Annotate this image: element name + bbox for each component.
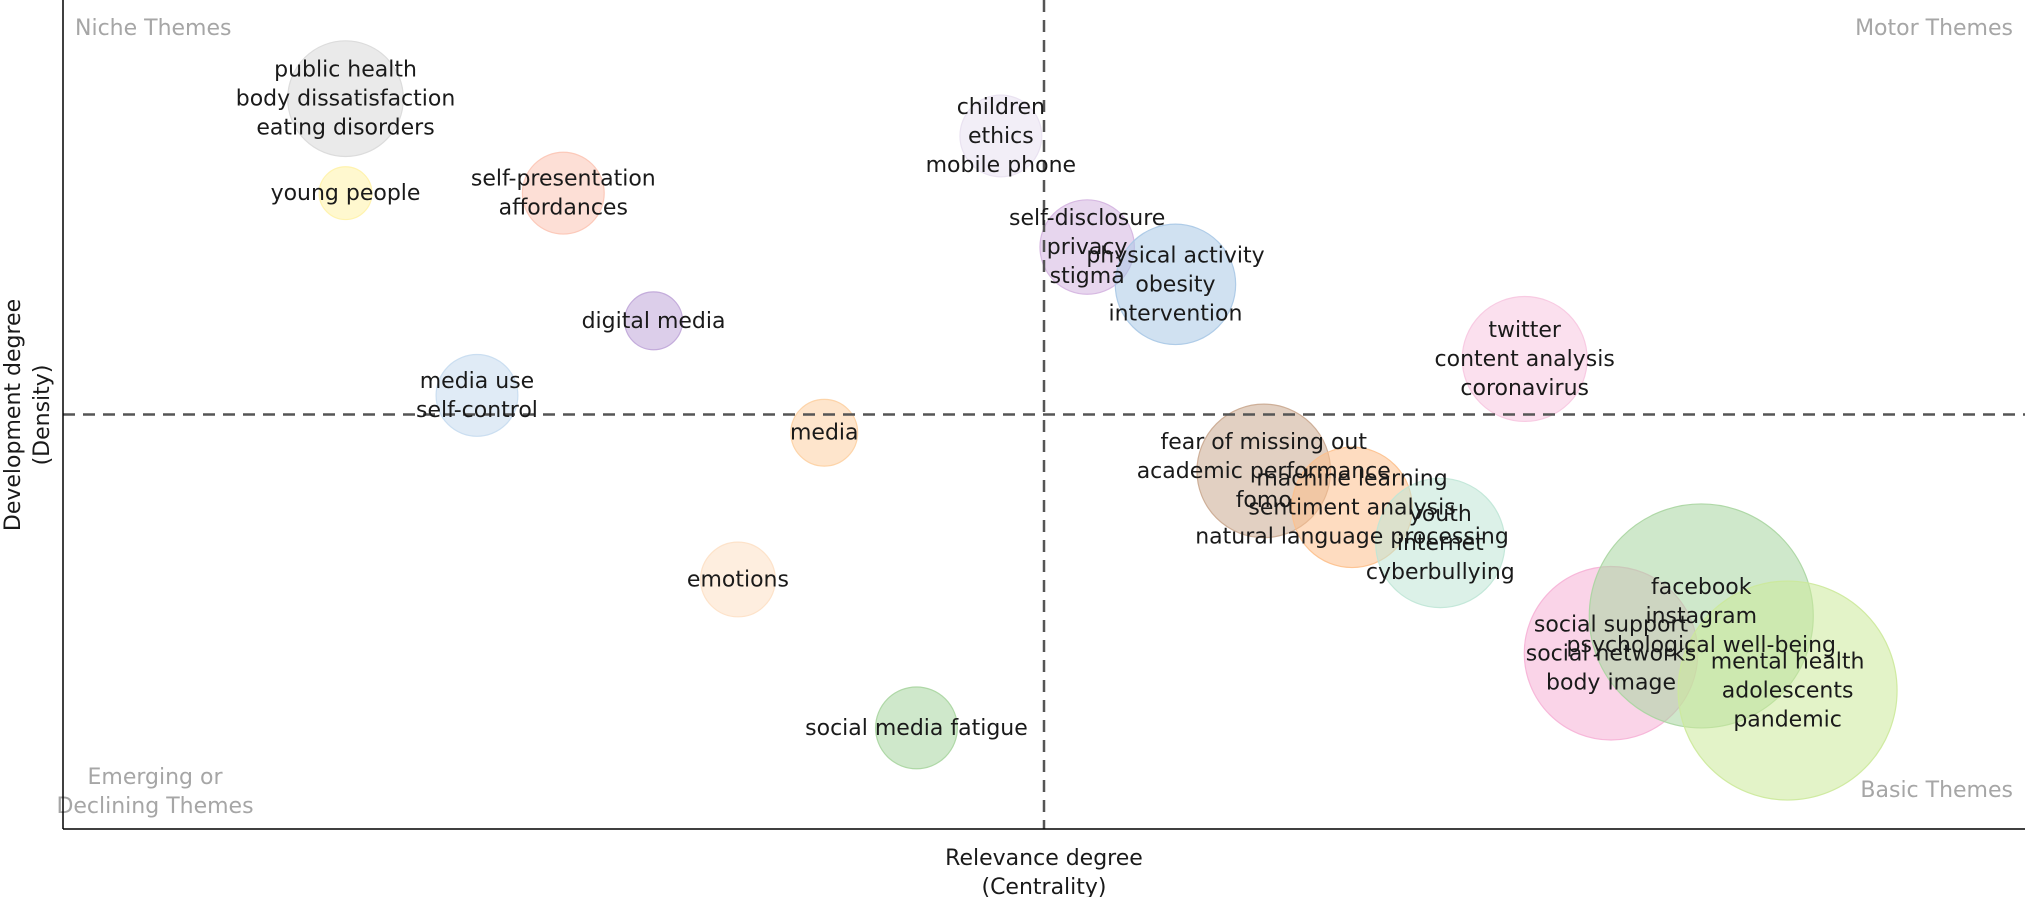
cluster-bubble-0[interactable]: [287, 40, 404, 158]
cluster-label-line: intervention: [1109, 301, 1243, 326]
quadrant-label-emerging-declining: Emerging or Declining Themes: [56, 765, 253, 819]
cluster-label-line: media: [790, 421, 859, 446]
cluster-label-line: facebook: [1651, 575, 1752, 600]
cluster-label-line: coronavirus: [1460, 376, 1589, 401]
cluster-label-line: body image: [1546, 670, 1676, 695]
cluster-bubble-1[interactable]: [318, 166, 373, 221]
cluster-bubble-10[interactable]: [1114, 223, 1237, 346]
cluster-bubble-3[interactable]: [624, 291, 684, 351]
cluster-label-line: emotions: [687, 567, 789, 592]
cluster-bubble-6[interactable]: [699, 541, 776, 618]
cluster-label-line: stigma: [1050, 264, 1125, 289]
cluster-label-14: youth internet cyberbullying: [1366, 502, 1515, 585]
cluster-bubble-17[interactable]: [1677, 580, 1898, 801]
cluster-label-line: fear of missing out: [1160, 430, 1367, 455]
quadrant-label-line: Basic Themes: [1860, 778, 2013, 803]
cluster-label-line: self-control: [416, 398, 538, 423]
cluster-label-line: social support: [1534, 612, 1689, 637]
cluster-label-5: media: [790, 421, 859, 446]
cluster-label-line: body dissatisfaction: [236, 87, 456, 112]
cluster-label-7: social media fatigue: [805, 716, 1028, 741]
axis-titles: Relevance degree (Centrality) Development …: [1, 299, 1143, 897]
y-axis-title-line: Development degree: [1, 299, 26, 531]
cluster-label-line: machine learning: [1256, 466, 1447, 491]
cluster-label-line: ethics: [968, 124, 1034, 149]
cluster-label-line: instagram: [1645, 604, 1757, 629]
cluster-label-line: cyberbullying: [1366, 560, 1515, 585]
quadrant-label-line: Emerging or: [87, 765, 223, 790]
cluster-label-line: academic performance: [1137, 459, 1391, 484]
x-axis-title: Relevance degree (Centrality): [945, 846, 1143, 897]
cluster-label-6: emotions: [687, 567, 789, 592]
quadrant-label-line: Motor Themes: [1855, 16, 2013, 41]
cluster-label-13: machine learning sentiment analysis natura…: [1195, 466, 1509, 549]
cluster-label-line: pandemic: [1733, 708, 1842, 733]
cluster-bubble-11[interactable]: [1461, 295, 1588, 423]
quadrant-label-motor-themes: Motor Themes: [1855, 16, 2013, 41]
quadrant-label-niche-themes: Niche Themes: [75, 16, 231, 41]
cluster-label-line: public health: [274, 58, 417, 83]
cluster-label-line: children: [957, 95, 1045, 120]
cluster-label-12: fear of missing out academic performance f…: [1137, 430, 1391, 513]
x-axis-title-line: Relevance degree: [945, 846, 1143, 871]
cluster-label-line: eating disorders: [256, 116, 434, 141]
cluster-label-line: affordances: [499, 196, 628, 221]
cluster-label-line: mobile phone: [926, 153, 1076, 178]
cluster-label-3: digital media: [582, 309, 726, 334]
cluster-label-4: media use self-control: [416, 369, 538, 423]
cluster-label-line: self-presentation: [471, 167, 656, 192]
cluster-label-2: self-presentation affordances: [471, 167, 656, 221]
cluster-label-line: social networks: [1526, 641, 1697, 666]
cluster-label-line: self-disclosure: [1009, 206, 1165, 231]
cluster-label-15: social support social networks body image: [1526, 612, 1697, 695]
cluster-label-line: social media fatigue: [805, 716, 1028, 741]
cluster-bubble-8[interactable]: [959, 94, 1043, 178]
cluster-label-line: obesity: [1135, 272, 1215, 297]
cluster-label-line: young people: [271, 181, 421, 206]
cluster-label-line: internet: [1397, 531, 1484, 556]
cluster-bubble-5[interactable]: [790, 398, 859, 467]
cluster-label-line: youth: [1409, 502, 1472, 527]
cluster-label-line: content analysis: [1435, 347, 1615, 372]
cluster-label-0: public health body dissatisfaction eating …: [236, 58, 456, 141]
cluster-label-line: adolescents: [1722, 679, 1854, 704]
cluster-labels: public health body dissatisfaction eating …: [236, 58, 1865, 741]
divider-lines: [63, 0, 2025, 829]
quadrant-labels: Niche Themes Motor Themes Emerging or Decli…: [56, 16, 2013, 819]
cluster-label-17: mental health adolescents pandemic: [1711, 650, 1865, 733]
quadrant-label-basic-themes: Basic Themes: [1860, 778, 2013, 803]
axes: [62, 0, 2025, 830]
cluster-bubble-4[interactable]: [435, 353, 519, 437]
cluster-label-line: twitter: [1488, 318, 1562, 343]
cluster-bubble-14[interactable]: [1375, 477, 1506, 609]
cluster-label-11: twitter content analysis coronavirus: [1435, 318, 1615, 401]
bubble-layer: [287, 40, 1898, 801]
cluster-bubble-2[interactable]: [521, 151, 605, 235]
cluster-label-9: self-disclosure privacy stigma: [1009, 206, 1165, 289]
cluster-label-line: media use: [420, 369, 534, 394]
cluster-label-line: privacy: [1047, 235, 1128, 260]
cluster-label-line: natural language processing: [1195, 524, 1509, 549]
x-axis-title-line: (Centrality): [981, 875, 1106, 897]
cluster-label-line: digital media: [582, 309, 726, 334]
quadrant-label-line: Niche Themes: [75, 16, 231, 41]
cluster-label-10: physical activity obesity intervention: [1086, 243, 1264, 326]
cluster-label-8: children ethics mobile phone: [926, 95, 1076, 178]
cluster-label-line: psychological well-being: [1567, 633, 1837, 658]
y-axis-title: Development degree (Density): [1, 299, 55, 531]
cluster-label-line: sentiment analysis: [1248, 495, 1455, 520]
cluster-label-line: mental health: [1711, 650, 1865, 675]
cluster-label-16: facebook instagram psychological well-bein…: [1567, 575, 1837, 658]
quadrant-label-line: Declining Themes: [56, 794, 253, 819]
y-axis-title-line: (Density): [30, 365, 55, 466]
cluster-label-line: physical activity: [1086, 243, 1264, 268]
cluster-label-1: young people: [271, 181, 421, 206]
cluster-label-line: fomo: [1236, 488, 1292, 513]
cluster-bubble-7[interactable]: [874, 686, 958, 770]
